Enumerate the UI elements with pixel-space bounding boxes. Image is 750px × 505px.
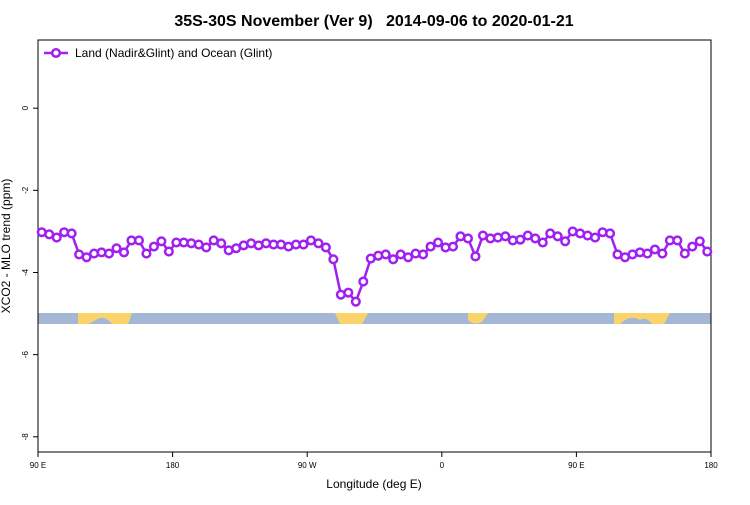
data-point bbox=[537, 237, 548, 248]
data-point bbox=[320, 242, 331, 253]
data-point bbox=[642, 248, 653, 259]
data-point bbox=[702, 246, 713, 257]
data-point bbox=[103, 248, 115, 259]
data-point bbox=[380, 249, 391, 260]
chart-title: 35S-30S November (Ver 9) 2014-09-06 to 2… bbox=[174, 13, 573, 30]
data-point bbox=[605, 228, 616, 239]
data-point bbox=[343, 287, 354, 298]
land-patch bbox=[614, 313, 670, 324]
x-tick-label: 180 bbox=[166, 461, 180, 470]
y-tick-label: -4 bbox=[21, 268, 30, 276]
y-tick-label: -8 bbox=[21, 433, 30, 441]
data-point bbox=[201, 242, 212, 253]
land-patch bbox=[78, 313, 132, 324]
data-point bbox=[462, 233, 474, 244]
data-point bbox=[216, 238, 227, 249]
land-patch bbox=[335, 313, 368, 324]
data-point bbox=[350, 296, 361, 307]
data-point bbox=[679, 248, 690, 259]
data-point bbox=[388, 254, 399, 265]
data-point bbox=[672, 235, 683, 246]
data-point bbox=[358, 276, 369, 287]
data-point bbox=[81, 252, 92, 263]
x-tick-label: 90 W bbox=[298, 461, 317, 470]
ocean-strip bbox=[38, 313, 711, 324]
data-point bbox=[649, 244, 660, 255]
data-point bbox=[425, 241, 436, 252]
data-point bbox=[515, 234, 526, 245]
land-ocean-strip bbox=[38, 313, 711, 324]
plot-frame bbox=[37, 39, 712, 453]
data-point bbox=[470, 251, 481, 262]
y-tick-label: -2 bbox=[21, 186, 30, 194]
data-point bbox=[657, 248, 668, 259]
data-point bbox=[447, 241, 459, 252]
data-point bbox=[133, 235, 144, 246]
land-patch bbox=[468, 313, 488, 324]
data-point bbox=[694, 236, 705, 247]
x-tick-label: 90 E bbox=[30, 461, 46, 470]
x-axis-label: Longitude (deg E) bbox=[326, 477, 421, 491]
legend-marker bbox=[50, 47, 62, 59]
x-tick-label: 90 E bbox=[568, 461, 584, 470]
data-point bbox=[313, 238, 324, 249]
y-axis-label: XCO2 - MLO trend (ppm) bbox=[0, 179, 13, 314]
data-point bbox=[163, 246, 174, 257]
x-tick-label: 180 bbox=[704, 461, 718, 470]
data-point bbox=[560, 236, 571, 247]
data-point bbox=[141, 248, 152, 259]
data-point bbox=[156, 236, 167, 247]
data-point bbox=[433, 237, 444, 248]
legend-label: Land (Nadir&Glint) and Ocean (Glint) bbox=[75, 46, 272, 60]
data-point bbox=[51, 232, 62, 243]
data-point bbox=[66, 228, 77, 239]
data-point bbox=[111, 243, 122, 254]
data-point bbox=[590, 232, 601, 243]
data-point bbox=[687, 241, 698, 252]
x-tick-label: 0 bbox=[440, 461, 445, 470]
data-point bbox=[552, 231, 563, 242]
data-point bbox=[118, 247, 130, 258]
data-point bbox=[328, 254, 339, 265]
y-tick-label: 0 bbox=[21, 105, 30, 110]
data-point bbox=[148, 241, 159, 252]
data-point bbox=[418, 249, 429, 260]
data-point bbox=[500, 231, 511, 242]
data-point bbox=[403, 252, 414, 263]
data-point bbox=[530, 233, 541, 244]
data-point bbox=[298, 239, 309, 250]
y-tick-label: -6 bbox=[21, 351, 30, 359]
